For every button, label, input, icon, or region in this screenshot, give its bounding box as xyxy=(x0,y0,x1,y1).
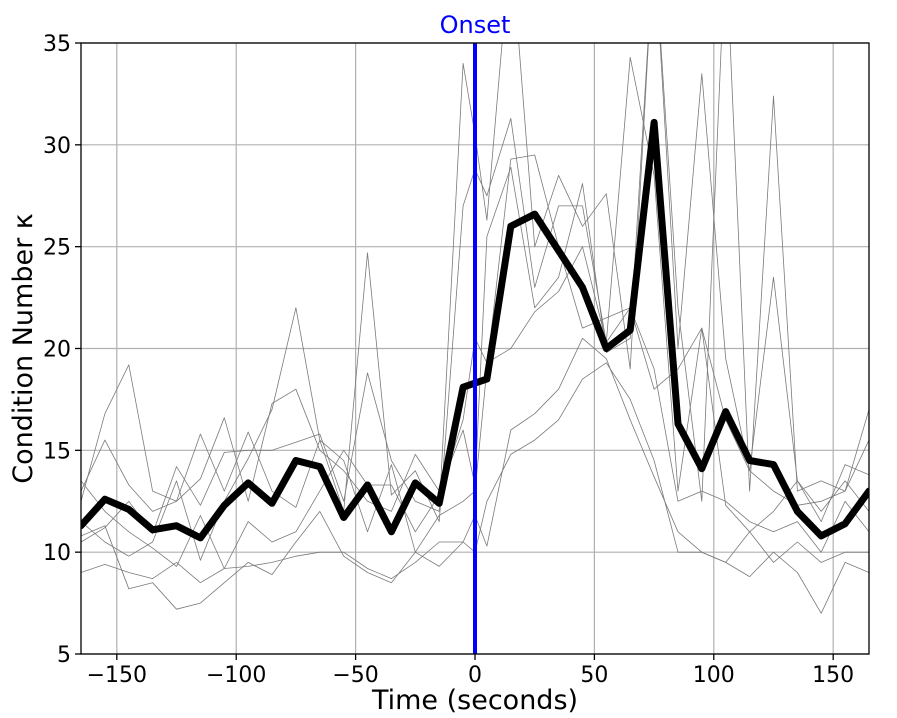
y-tick-label: 35 xyxy=(43,32,71,57)
x-tick-label: −150 xyxy=(87,663,147,688)
y-tick-label: 20 xyxy=(43,338,71,363)
x-tick-label: 50 xyxy=(580,663,608,688)
x-tick-label: −50 xyxy=(332,663,378,688)
y-tick-label: 5 xyxy=(57,643,71,668)
y-axis-label: Condition Number κ xyxy=(8,213,39,483)
y-tick-label: 25 xyxy=(43,236,71,261)
axis-ticks: −150 −100 −50 0 50 100 150 5 10 15 20 25 30 35 xyxy=(43,32,854,688)
x-tick-label: 150 xyxy=(812,663,854,688)
x-tick-label: 0 xyxy=(468,663,482,688)
y-tick-label: 10 xyxy=(43,541,71,566)
x-axis-label: Time (seconds) xyxy=(371,685,578,716)
onset-label: Onset xyxy=(440,11,511,39)
x-tick-label: −100 xyxy=(206,663,266,688)
y-tick-label: 30 xyxy=(43,134,71,159)
x-tick-label: 100 xyxy=(693,663,735,688)
onset-marker: Onset xyxy=(440,11,511,654)
y-tick-label: 15 xyxy=(43,439,71,464)
